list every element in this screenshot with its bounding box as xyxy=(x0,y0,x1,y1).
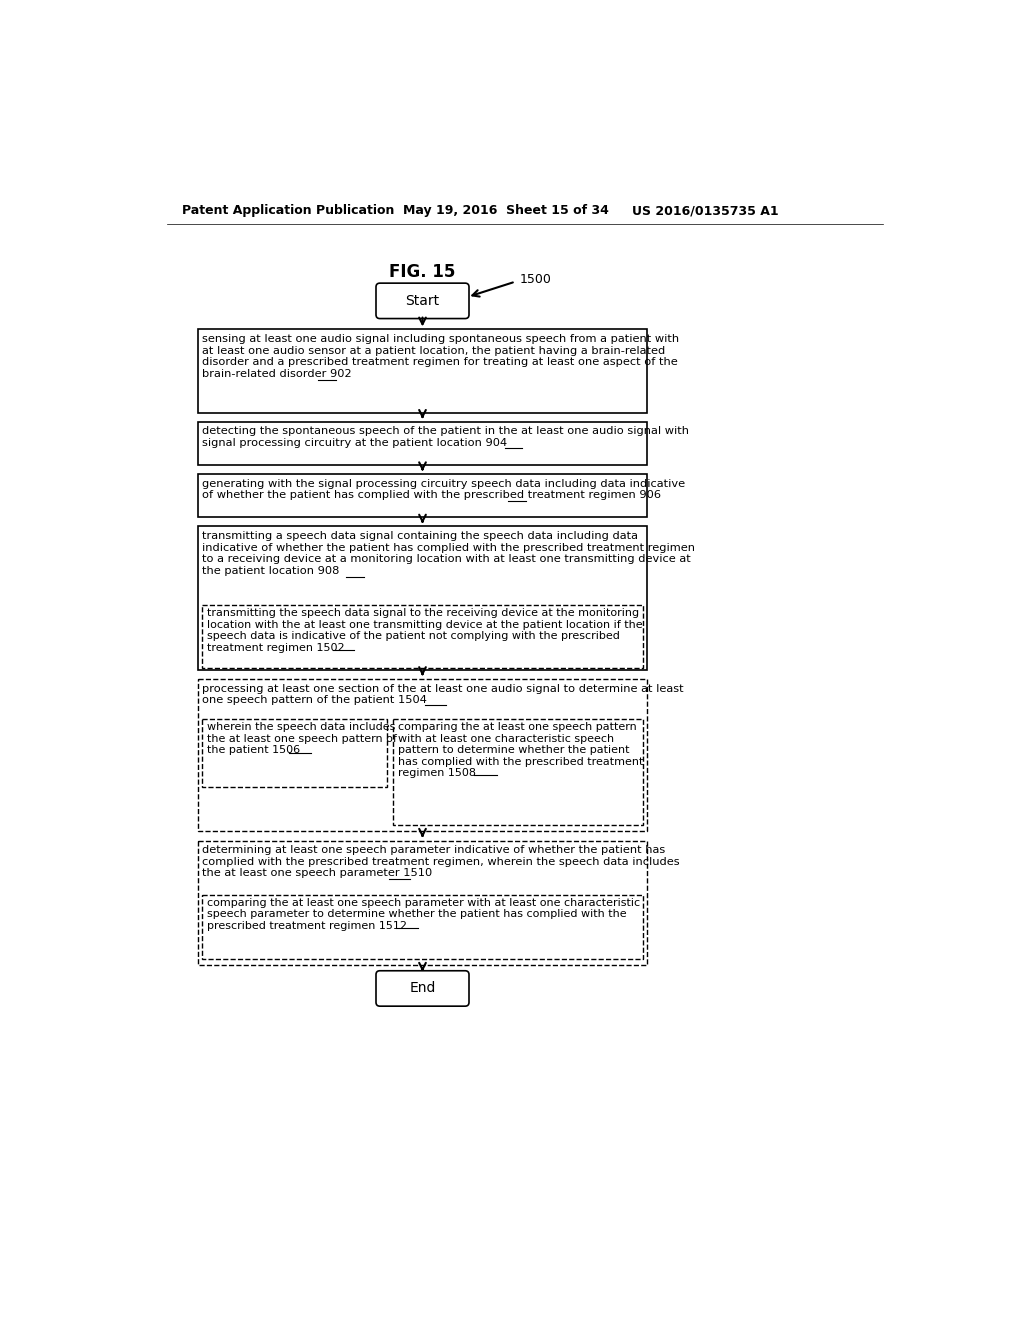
Bar xyxy=(198,841,647,965)
Text: sensing at least one audio signal including spontaneous speech from a patient wi: sensing at least one audio signal includ… xyxy=(203,334,680,379)
Bar xyxy=(393,719,643,825)
Text: comparing the at least one speech pattern
with at least one characteristic speec: comparing the at least one speech patter… xyxy=(397,722,643,779)
Text: transmitting a speech data signal containing the speech data including data
indi: transmitting a speech data signal contai… xyxy=(203,531,695,576)
Text: comparing the at least one speech parameter with at least one characteristic
spe: comparing the at least one speech parame… xyxy=(207,898,640,931)
Text: 1500: 1500 xyxy=(519,273,551,286)
Text: Patent Application Publication: Patent Application Publication xyxy=(182,205,394,218)
Text: transmitting the speech data signal to the receiving device at the monitoring
lo: transmitting the speech data signal to t… xyxy=(207,609,643,653)
Text: wherein the speech data includes
the at least one speech pattern of
the patient : wherein the speech data includes the at … xyxy=(207,722,397,755)
Text: Start: Start xyxy=(406,294,439,308)
FancyBboxPatch shape xyxy=(376,970,469,1006)
Text: generating with the signal processing circuitry speech data including data indic: generating with the signal processing ci… xyxy=(203,479,685,500)
Text: determining at least one speech parameter indicative of whether the patient has
: determining at least one speech paramete… xyxy=(203,845,680,878)
Bar xyxy=(203,605,643,668)
Bar xyxy=(198,678,647,832)
Text: US 2016/0135735 A1: US 2016/0135735 A1 xyxy=(632,205,778,218)
Text: May 19, 2016  Sheet 15 of 34: May 19, 2016 Sheet 15 of 34 xyxy=(403,205,609,218)
Bar xyxy=(203,719,387,787)
Bar xyxy=(198,527,647,669)
Bar xyxy=(198,330,647,412)
Bar xyxy=(198,422,647,465)
FancyBboxPatch shape xyxy=(376,284,469,318)
Bar xyxy=(203,895,643,960)
Text: processing at least one section of the at least one audio signal to determine at: processing at least one section of the a… xyxy=(203,684,684,705)
Text: detecting the spontaneous speech of the patient in the at least one audio signal: detecting the spontaneous speech of the … xyxy=(203,426,689,447)
Text: End: End xyxy=(410,982,435,995)
Text: FIG. 15: FIG. 15 xyxy=(389,264,456,281)
Bar xyxy=(198,474,647,517)
